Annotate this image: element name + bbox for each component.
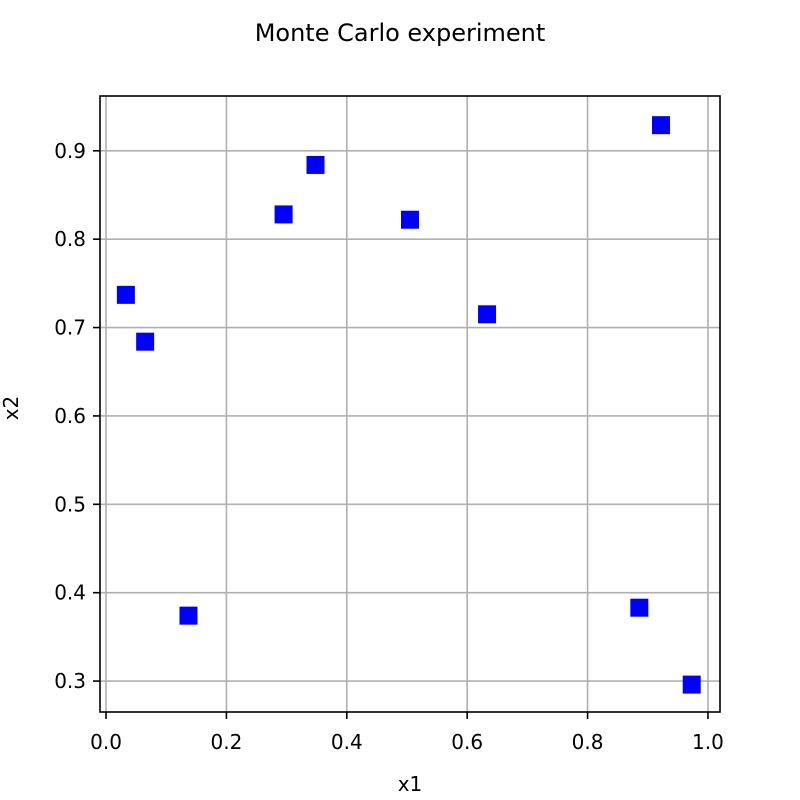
chart-title: Monte Carlo experiment xyxy=(255,19,546,47)
data-points xyxy=(116,116,701,694)
x-tick-label: 0.6 xyxy=(451,730,483,754)
data-point xyxy=(116,285,135,304)
data-point xyxy=(682,675,701,694)
data-point xyxy=(179,606,198,625)
data-point xyxy=(478,305,497,324)
y-tick-label: 0.3 xyxy=(54,669,86,693)
data-point xyxy=(136,332,155,351)
y-tick-label: 0.9 xyxy=(54,139,86,163)
data-point xyxy=(630,598,649,617)
data-point xyxy=(274,205,293,224)
x-tick-label: 0.2 xyxy=(211,730,243,754)
y-tick-label: 0.4 xyxy=(54,581,86,605)
data-point xyxy=(401,210,419,229)
plot-frame xyxy=(99,95,721,713)
y-axis-label: x2 xyxy=(0,396,23,421)
data-point xyxy=(652,116,671,135)
y-tick-label: 0.6 xyxy=(54,404,86,428)
x-tick-label: 0.4 xyxy=(331,730,363,754)
x-axis-label: x1 xyxy=(398,772,423,796)
grid xyxy=(100,96,720,712)
x-axis: 0.0 0.2 0.4 0.6 0.8 1.0 xyxy=(90,712,724,754)
y-tick-label: 0.5 xyxy=(54,492,86,516)
y-axis: 0.3 0.4 0.5 0.6 0.7 0.8 0.9 xyxy=(54,139,100,693)
x-tick-label: 0.0 xyxy=(90,730,122,754)
data-point xyxy=(306,155,325,174)
x-tick-label: 1.0 xyxy=(692,730,724,754)
x-tick-label: 0.8 xyxy=(572,730,604,754)
y-tick-label: 0.8 xyxy=(54,227,86,251)
y-tick-label: 0.7 xyxy=(54,316,86,340)
